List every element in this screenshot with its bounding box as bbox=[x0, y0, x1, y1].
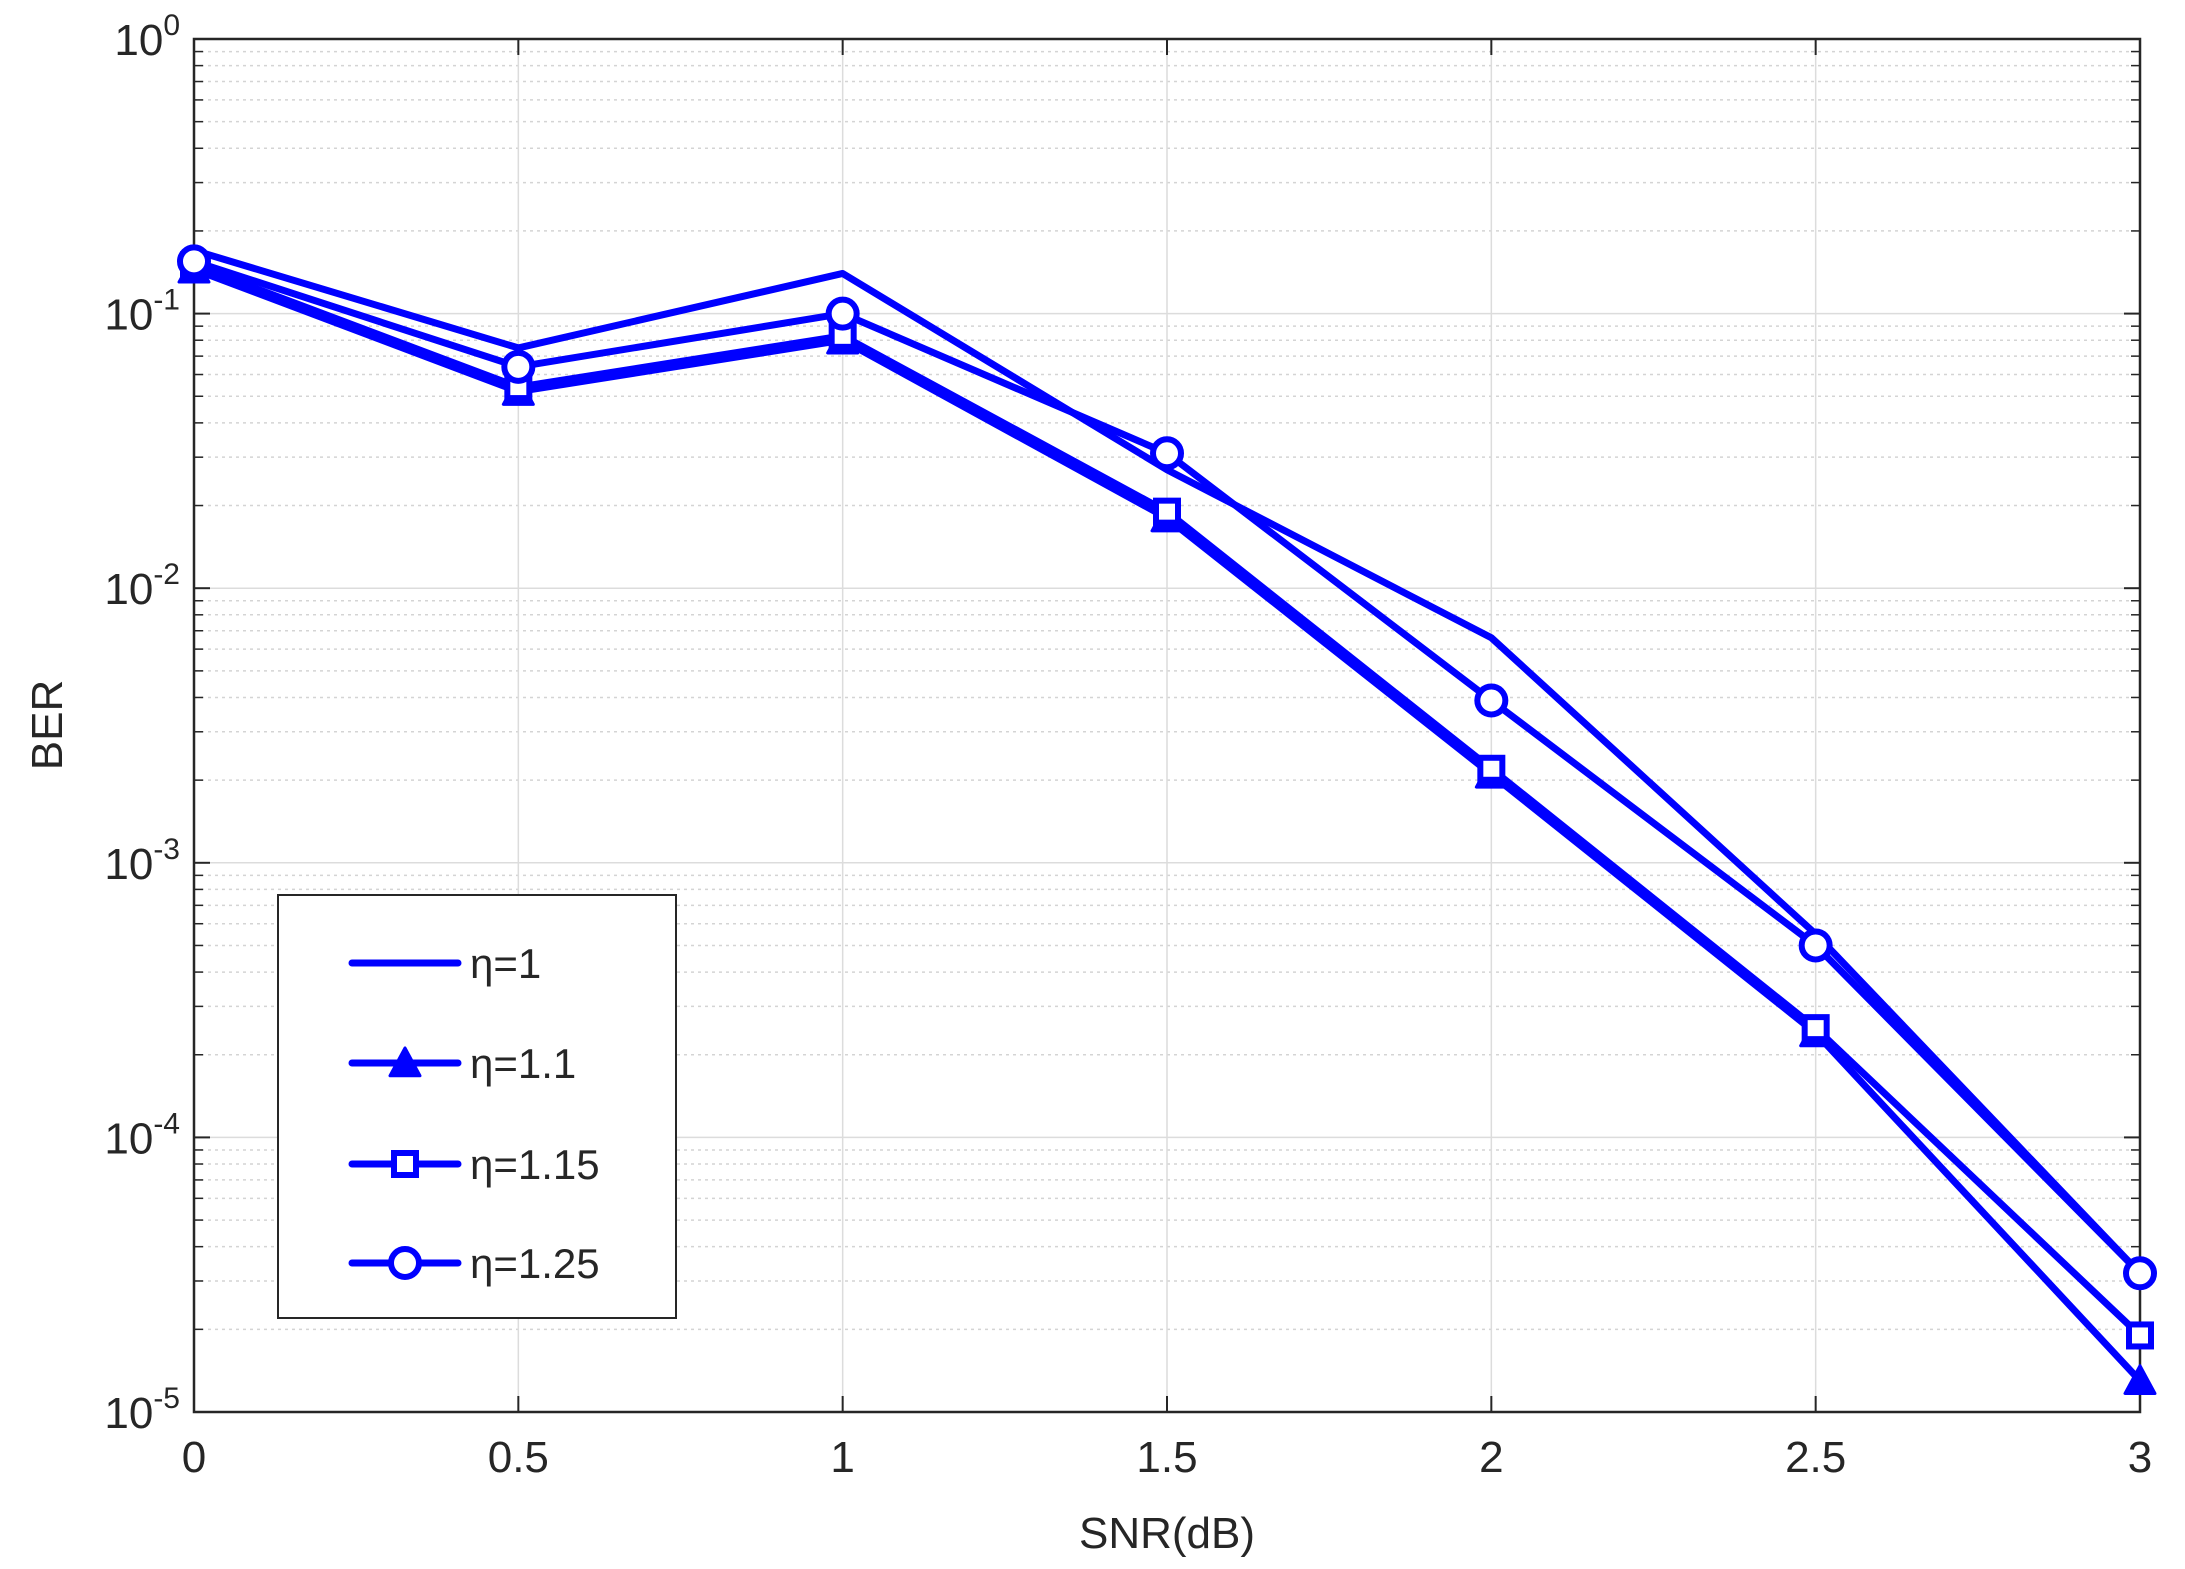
data-point-marker bbox=[177, 244, 211, 279]
tick-labels: 0 0.5 1 1.5 2 2.5 3 100 10-1 10-2 10-3 10-4 10-5 bbox=[104, 9, 2152, 1482]
legend-label: η=1 bbox=[470, 940, 541, 987]
data-point-marker bbox=[1153, 497, 1181, 526]
data-series bbox=[177, 244, 2157, 1395]
data-point-marker bbox=[825, 296, 860, 331]
y-tick-label: 10-4 bbox=[104, 1107, 180, 1163]
data-point-marker bbox=[1150, 436, 1184, 471]
legend-label: η=1.25 bbox=[470, 1240, 600, 1287]
data-point-marker bbox=[1798, 928, 1833, 963]
legend-entry: η=1.15 bbox=[348, 1141, 600, 1188]
legend-entry: η=1.25 bbox=[348, 1240, 600, 1287]
legend-label: η=1.15 bbox=[470, 1141, 600, 1188]
data-point-marker bbox=[1801, 1014, 1830, 1043]
x-tick-label: 0.5 bbox=[488, 1433, 549, 1482]
legend-label: η=1.1 bbox=[470, 1040, 576, 1087]
x-axis-label: SNR(dB) bbox=[1079, 1509, 1255, 1558]
data-point-marker bbox=[501, 349, 536, 384]
legend-box bbox=[277, 894, 677, 1319]
x-tick-label: 1 bbox=[830, 1433, 854, 1482]
data-point-marker bbox=[2123, 1256, 2157, 1291]
y-tick-label: 100 bbox=[114, 9, 180, 65]
y-tick-label: 10-5 bbox=[104, 1382, 180, 1438]
data-point-marker bbox=[2123, 1364, 2157, 1395]
axes bbox=[192, 37, 2142, 1414]
data-point-marker bbox=[1474, 683, 1509, 718]
legend-marker bbox=[388, 1246, 422, 1280]
x-tick-label: 1.5 bbox=[1136, 1433, 1197, 1482]
y-tick-label: 10-1 bbox=[104, 284, 180, 340]
y-axis-label: BER bbox=[23, 680, 72, 770]
series-4 bbox=[177, 244, 2157, 1291]
x-tick-label: 2 bbox=[1479, 1433, 1503, 1482]
y-tick-label: 10-3 bbox=[104, 833, 180, 889]
legend: η=1 η=1.1 η=1.15 η=1.25 bbox=[277, 894, 677, 1319]
data-point-marker bbox=[2126, 1321, 2154, 1350]
x-tick-label: 2.5 bbox=[1785, 1433, 1846, 1482]
legend-entry: η=1 bbox=[348, 940, 541, 987]
x-tick-label: 0 bbox=[182, 1433, 206, 1482]
legend-marker bbox=[388, 1046, 422, 1078]
legend-marker bbox=[391, 1150, 419, 1178]
y-tick-label: 10-2 bbox=[104, 558, 180, 614]
x-tick-label: 3 bbox=[2128, 1433, 2152, 1482]
legend-entry: η=1.1 bbox=[348, 1040, 576, 1087]
data-point-marker bbox=[1477, 754, 1506, 783]
